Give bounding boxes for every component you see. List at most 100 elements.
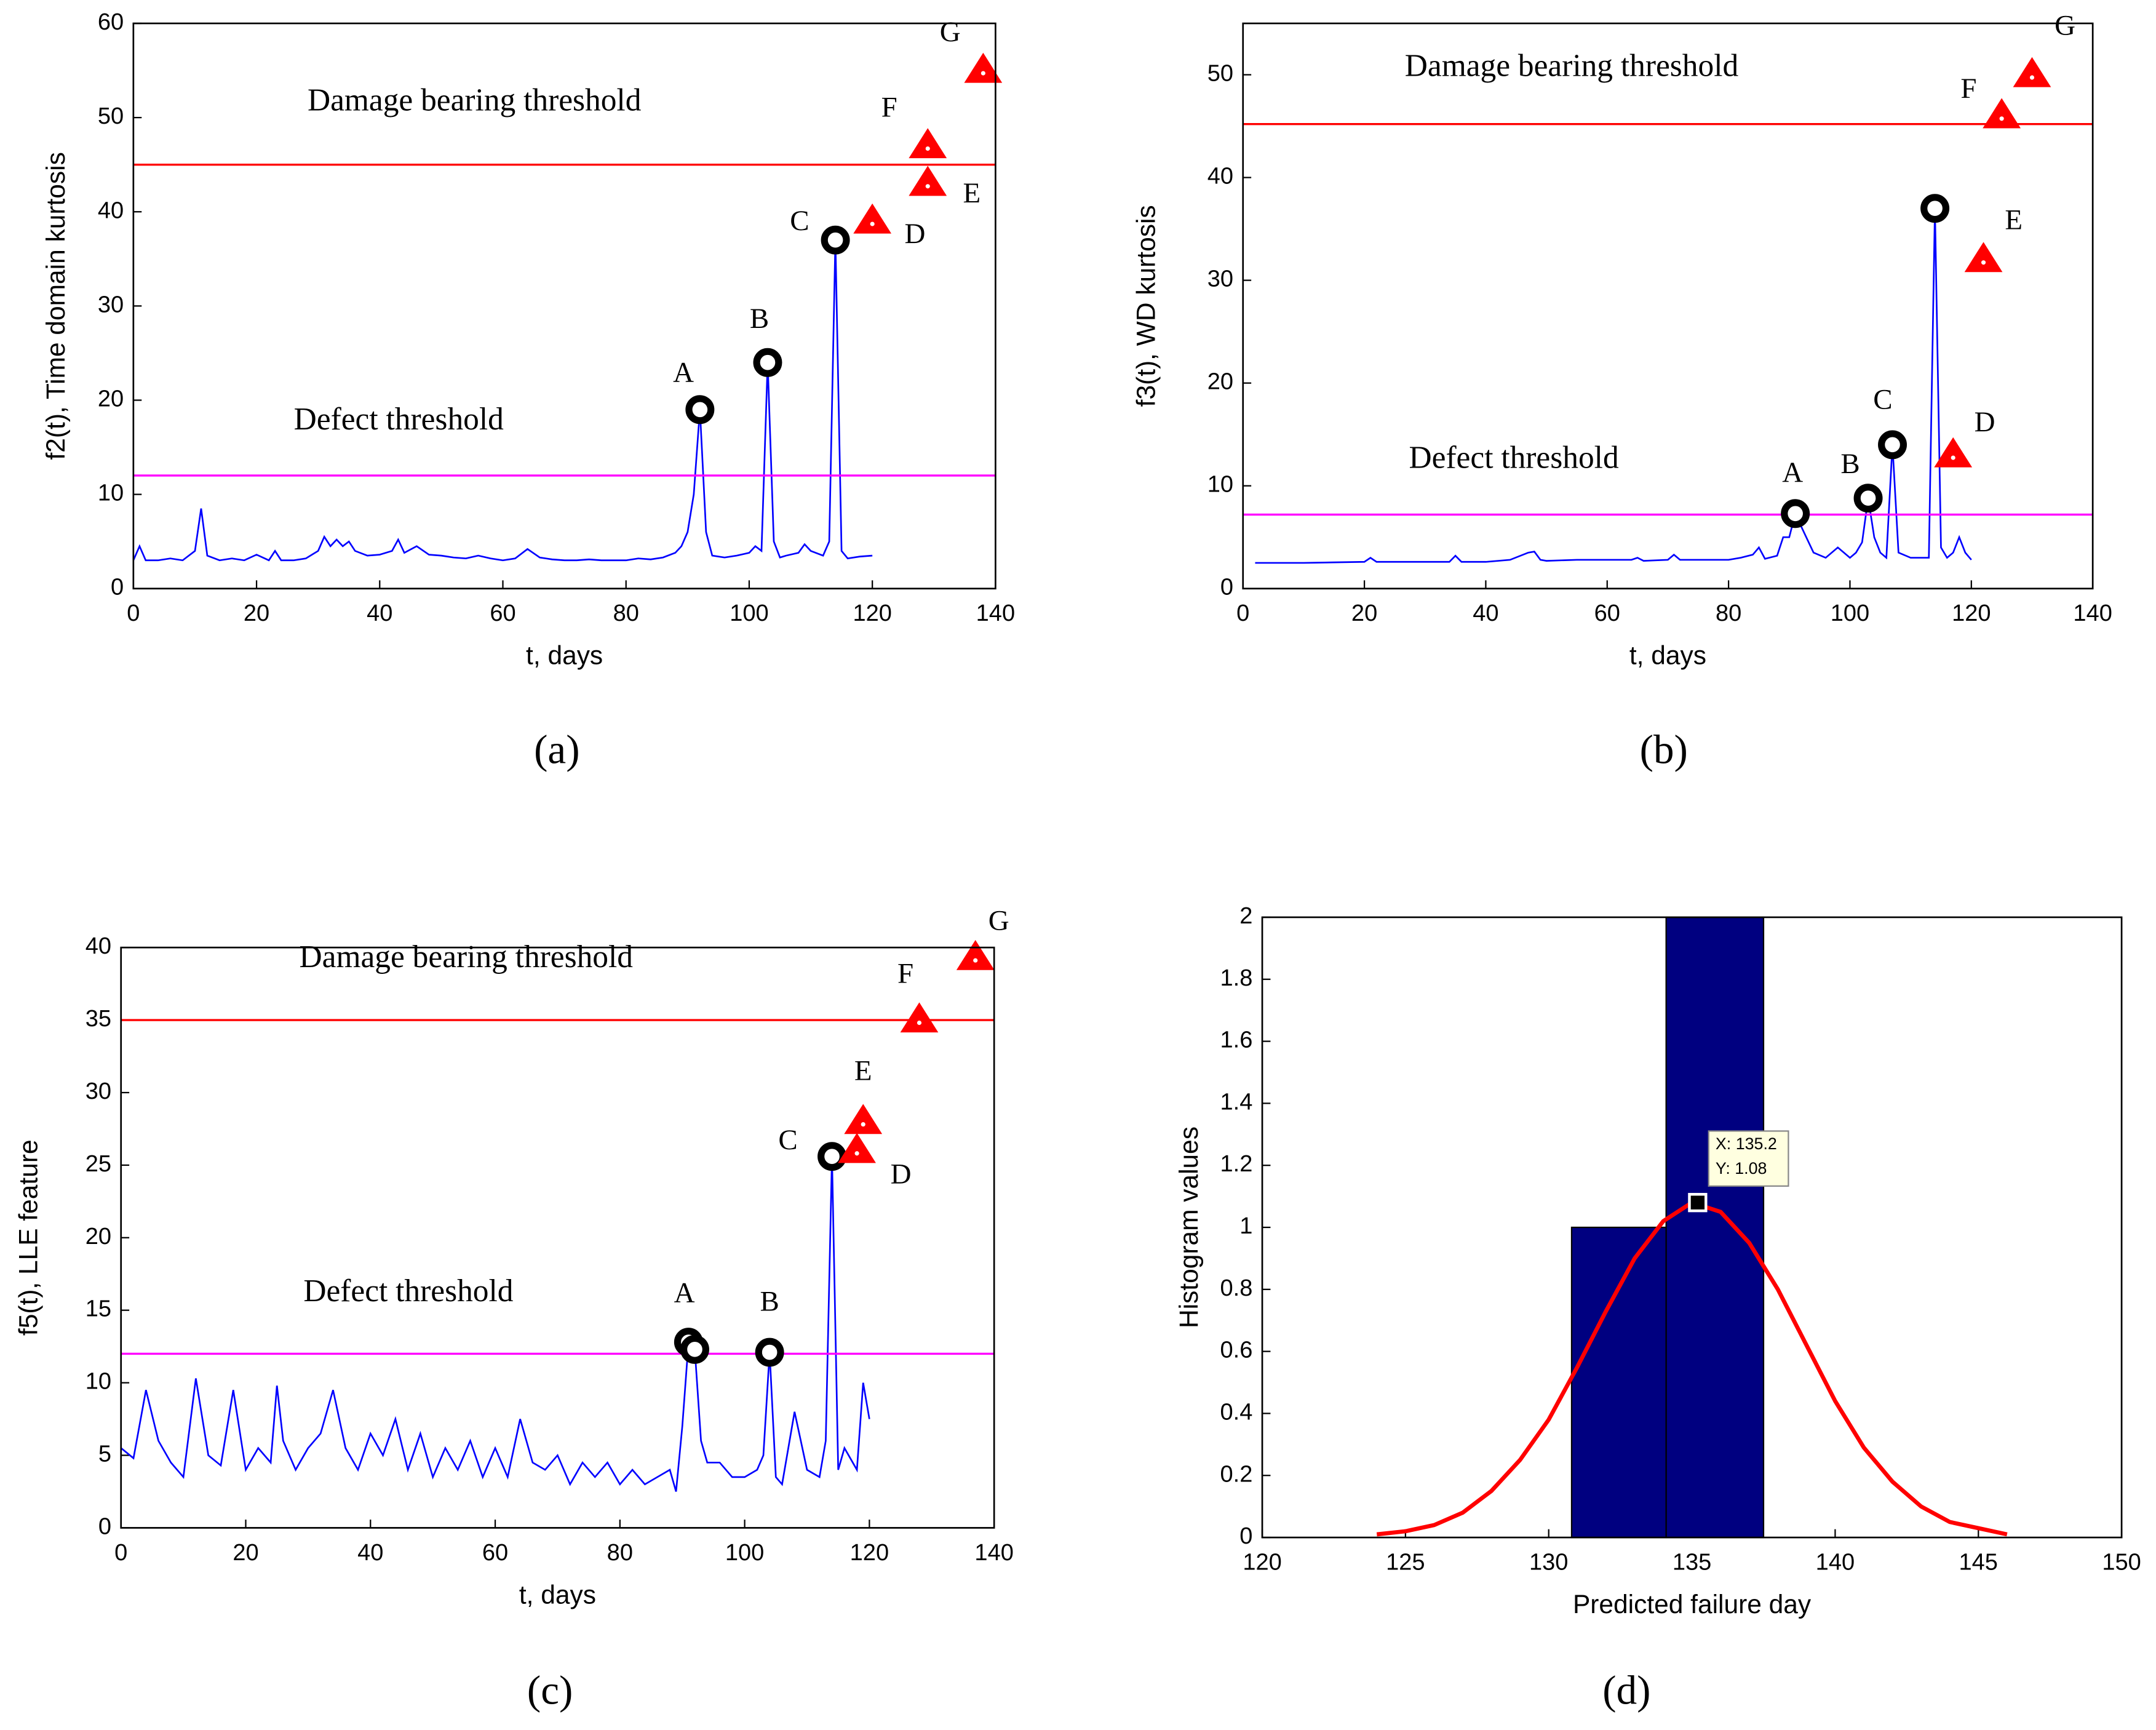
x-tick-label: 60 <box>490 600 515 626</box>
event-label: G <box>988 905 1009 937</box>
y-tick-label: 0.2 <box>1220 1461 1253 1487</box>
x-tick-label: 20 <box>1351 600 1377 626</box>
event-marker <box>2013 57 2051 87</box>
y-axis-label: Histogram values <box>1174 1126 1203 1328</box>
caption: (d) <box>1602 1667 1650 1713</box>
caption: (c) <box>527 1667 573 1713</box>
x-axis-label: t, days <box>526 641 603 670</box>
y-tick-label: 1.8 <box>1220 965 1253 991</box>
x-tick-label: 80 <box>1716 600 1741 626</box>
plot-area <box>121 947 995 1528</box>
event-label: A <box>673 357 694 389</box>
axes-frame <box>1242 22 2094 590</box>
x-tick-label: 20 <box>244 600 269 626</box>
y-tick-label: 40 <box>98 197 124 223</box>
x-tick-label: 120 <box>850 1540 889 1566</box>
y-tick-label: 0.8 <box>1220 1275 1253 1301</box>
y-tick-label: 1 <box>1239 1213 1252 1239</box>
event-label: D <box>891 1158 912 1190</box>
event-marker <box>900 1002 939 1033</box>
histogram-bar <box>1665 916 1765 1539</box>
y-tick-label: 60 <box>98 9 124 35</box>
event-label: B <box>1840 448 1860 480</box>
x-axis-label: Predicted failure day <box>1573 1590 1812 1619</box>
event-dot <box>1981 260 1986 265</box>
axes-frame <box>1261 916 2123 1539</box>
event-marker <box>1983 98 2021 129</box>
event-marker <box>909 128 947 159</box>
event-dot <box>917 1020 922 1026</box>
y-axis-label: f3(t), WD kurtosis <box>1132 205 1161 407</box>
event-marker <box>844 1104 883 1134</box>
event-marker <box>680 1334 709 1364</box>
event-label: D <box>1975 406 1995 438</box>
threshold-label: Defect threshold <box>1409 440 1619 476</box>
threshold-label: Damage bearing threshold <box>308 82 642 118</box>
event-label: A <box>674 1277 695 1309</box>
event-label: F <box>1960 73 1976 105</box>
x-tick-label: 125 <box>1386 1550 1425 1576</box>
event-label: E <box>854 1055 872 1087</box>
event-label: G <box>940 16 961 48</box>
event-label: E <box>2005 204 2023 236</box>
x-tick-label: 145 <box>1959 1550 1998 1576</box>
x-tick-label: 150 <box>2102 1550 2141 1576</box>
y-tick-label: 0.6 <box>1220 1337 1253 1363</box>
event-marker <box>838 1133 876 1163</box>
event-label: E <box>963 177 981 209</box>
event-marker <box>1853 484 1883 513</box>
event-marker <box>909 165 947 196</box>
event-label: B <box>750 303 769 335</box>
x-tick-label: 20 <box>233 1540 258 1566</box>
x-tick-label: 130 <box>1529 1550 1568 1576</box>
datatip-label: X: 135.2 <box>1716 1134 1777 1153</box>
y-tick-label: 40 <box>1207 164 1233 189</box>
x-tick-label: 135 <box>1673 1550 1711 1576</box>
y-tick-label: 1.2 <box>1220 1151 1253 1177</box>
event-marker <box>1878 430 1907 460</box>
x-tick-label: 60 <box>1594 600 1620 626</box>
x-tick-label: 80 <box>607 1540 633 1566</box>
event-marker <box>1781 499 1810 528</box>
event-label: B <box>760 1286 779 1318</box>
x-tick-label: 120 <box>1952 600 1991 626</box>
x-tick-label: 60 <box>482 1540 508 1566</box>
event-dot <box>1951 455 1955 460</box>
event-dot <box>870 221 875 226</box>
event-label: F <box>881 92 897 124</box>
x-tick-label: 140 <box>2073 600 2112 626</box>
event-label: C <box>1873 383 1892 415</box>
x-tick-label: 40 <box>367 600 392 626</box>
event-dot <box>2029 75 2035 80</box>
y-tick-label: 15 <box>86 1296 111 1322</box>
event-label: C <box>778 1124 797 1156</box>
y-tick-label: 0.4 <box>1220 1399 1253 1425</box>
event-marker <box>1934 437 1973 468</box>
y-tick-label: 20 <box>98 386 124 412</box>
y-tick-label: 1.6 <box>1220 1027 1253 1053</box>
x-tick-label: 0 <box>1236 600 1249 626</box>
event-marker <box>1920 194 1950 223</box>
x-tick-label: 100 <box>725 1540 764 1566</box>
y-tick-label: 50 <box>1207 61 1233 87</box>
y-axis-label: f2(t), Time domain kurtosis <box>41 152 70 460</box>
y-tick-label: 1.4 <box>1220 1089 1253 1115</box>
event-marker <box>753 348 782 377</box>
event-marker <box>853 203 892 234</box>
threshold-label: Defect threshold <box>303 1274 513 1309</box>
y-tick-label: 10 <box>98 480 124 506</box>
x-tick-label: 140 <box>1816 1550 1855 1576</box>
y-tick-label: 40 <box>86 933 111 959</box>
event-marker <box>956 939 995 970</box>
event-marker <box>685 395 715 425</box>
x-tick-label: 140 <box>976 600 1015 626</box>
event-marker <box>755 1337 784 1367</box>
y-tick-label: 0 <box>111 575 124 600</box>
y-tick-label: 10 <box>86 1369 111 1395</box>
event-dot <box>861 1122 865 1127</box>
x-tick-label: 0 <box>114 1540 127 1566</box>
plot-area <box>133 23 996 589</box>
histogram-bar <box>1570 1226 1667 1539</box>
data-line <box>120 1156 870 1492</box>
